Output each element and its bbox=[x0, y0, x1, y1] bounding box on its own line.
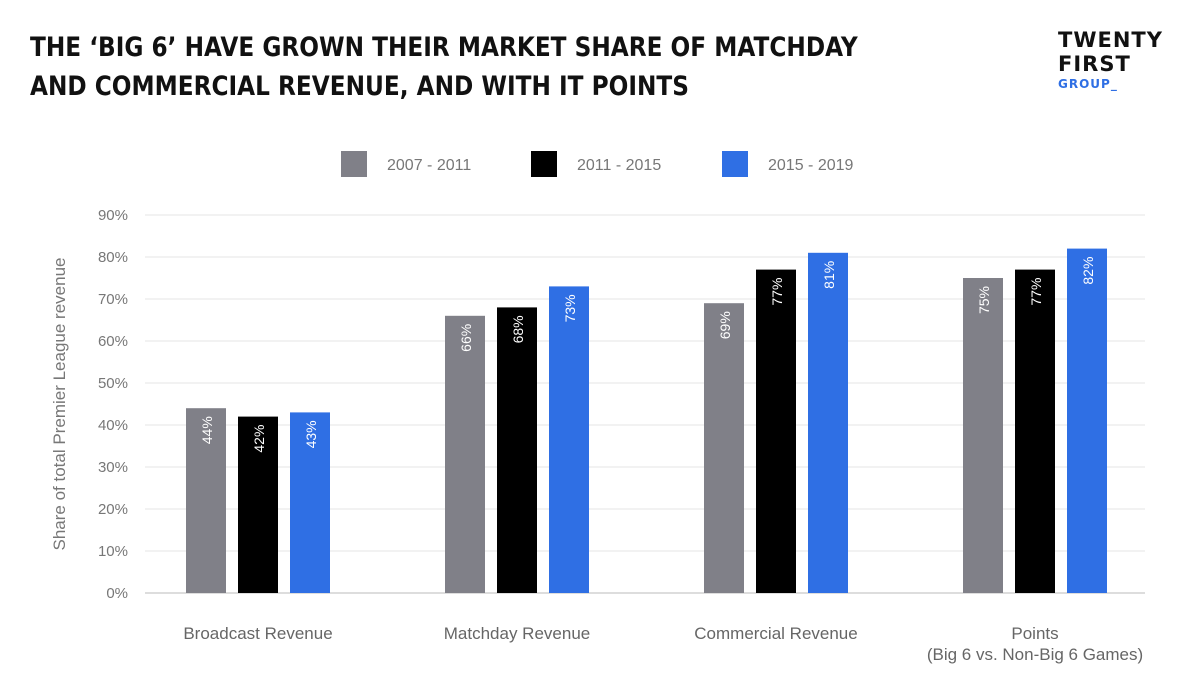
title-line-1: THE ‘BIG 6’ HAVE GROWN THEIR MARKET SHAR… bbox=[30, 32, 858, 63]
legend-label: 2007 - 2011 bbox=[387, 157, 471, 174]
y-tick-label: 10% bbox=[98, 543, 128, 560]
data-label: 44% bbox=[199, 416, 215, 444]
y-tick-label: 50% bbox=[98, 375, 128, 392]
bar bbox=[497, 307, 537, 593]
y-tick-label: 30% bbox=[98, 459, 128, 476]
y-tick-label: 80% bbox=[98, 249, 128, 266]
legend-swatch bbox=[722, 151, 748, 177]
y-tick-label: 0% bbox=[106, 585, 128, 602]
legend-swatch bbox=[531, 151, 557, 177]
bar bbox=[756, 269, 796, 593]
y-tick-label: 20% bbox=[98, 501, 128, 518]
data-label: 77% bbox=[769, 278, 785, 306]
twenty-first-group-logo: TWENTY FIRST GROUP_ bbox=[1058, 28, 1163, 92]
y-tick-label: 70% bbox=[98, 291, 128, 308]
bar bbox=[963, 278, 1003, 593]
data-label: 81% bbox=[821, 261, 837, 289]
logo-line-1: TWENTY bbox=[1058, 28, 1163, 52]
bar bbox=[549, 286, 589, 593]
legend-label: 2011 - 2015 bbox=[577, 157, 661, 174]
data-label: 77% bbox=[1028, 278, 1044, 306]
bar bbox=[186, 408, 226, 593]
x-tick-label: (Big 6 vs. Non-Big 6 Games) bbox=[927, 645, 1143, 664]
data-label: 75% bbox=[976, 286, 992, 314]
data-label: 66% bbox=[458, 324, 474, 352]
legend-label: 2015 - 2019 bbox=[768, 157, 854, 174]
x-tick-label: Matchday Revenue bbox=[444, 624, 590, 643]
data-label: 73% bbox=[562, 294, 578, 322]
title-line-2: AND COMMERCIAL REVENUE, AND WITH IT POIN… bbox=[30, 71, 689, 102]
bar bbox=[1015, 269, 1055, 593]
data-label: 43% bbox=[303, 420, 319, 448]
data-label: 68% bbox=[510, 315, 526, 343]
bar bbox=[445, 315, 485, 593]
logo-line-2: FIRST bbox=[1058, 52, 1131, 76]
logo-line-3: GROUP_ bbox=[1058, 77, 1118, 91]
bar bbox=[238, 416, 278, 593]
y-axis-label: Share of total Premier League revenue bbox=[50, 258, 69, 551]
bar bbox=[290, 412, 330, 593]
bar bbox=[704, 303, 744, 593]
x-tick-label: Points bbox=[1011, 624, 1058, 643]
data-label: 42% bbox=[251, 425, 267, 453]
bar bbox=[808, 252, 848, 594]
bar bbox=[1067, 248, 1107, 593]
chart-title: THE ‘BIG 6’ HAVE GROWN THEIR MARKET SHAR… bbox=[30, 28, 858, 106]
legend-swatch bbox=[341, 151, 367, 177]
y-tick-label: 40% bbox=[98, 417, 128, 434]
data-label: 69% bbox=[717, 311, 733, 339]
data-label: 82% bbox=[1080, 257, 1096, 285]
y-tick-label: 60% bbox=[98, 333, 128, 350]
x-tick-label: Broadcast Revenue bbox=[183, 624, 332, 643]
y-tick-label: 90% bbox=[98, 207, 128, 224]
x-tick-label: Commercial Revenue bbox=[694, 624, 857, 643]
